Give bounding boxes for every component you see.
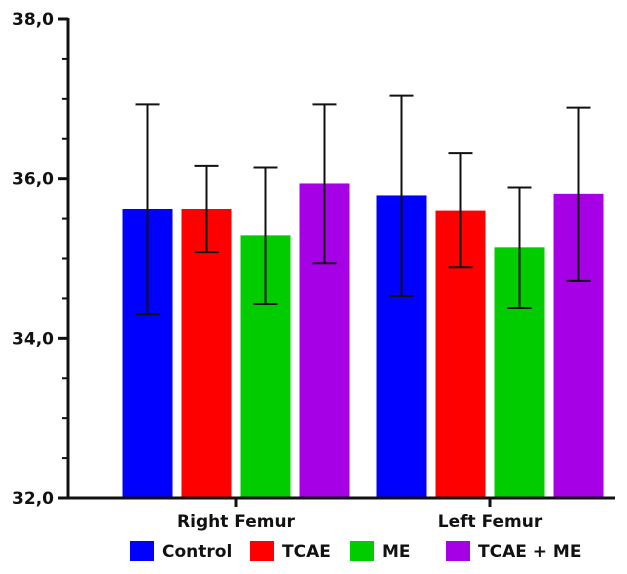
legend-label: ME	[382, 542, 411, 562]
legend-swatch-control	[130, 541, 154, 561]
legend-label: Control	[162, 542, 232, 562]
legend-label: TCAE	[282, 542, 331, 562]
x-tick-label: Left Femur	[438, 512, 543, 532]
y-tick-label: 32,0	[12, 489, 54, 509]
legend-swatch-tcae	[250, 541, 274, 561]
legend-label: TCAE + ME	[478, 542, 581, 562]
y-tick-label: 38,0	[12, 10, 54, 30]
y-tick-label: 36,0	[12, 170, 54, 190]
legend-swatch-tcae-me	[446, 541, 470, 561]
y-tick-label: 34,0	[12, 329, 54, 349]
x-tick-label: Right Femur	[177, 512, 296, 532]
bar-tcae-right-femur	[181, 209, 232, 498]
legend-swatch-me	[350, 541, 374, 561]
